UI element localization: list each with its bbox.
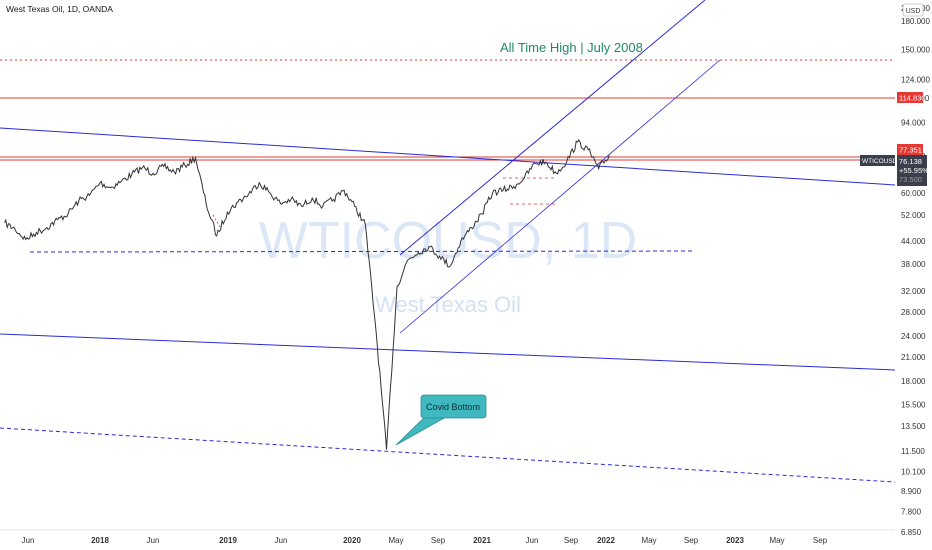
svg-text:114.830: 114.830 — [899, 94, 926, 103]
x-tick-label: 2021 — [473, 536, 491, 545]
y-tick-label: 13.500 — [901, 422, 926, 431]
y-tick-label: 32.000 — [901, 287, 926, 296]
price-series-line[interactable] — [4, 139, 610, 450]
y-tick-label: 124.000 — [901, 75, 930, 84]
svg-text:77.351: 77.351 — [899, 146, 922, 155]
x-tick-label: 2023 — [726, 536, 744, 545]
y-tick-label: 15.500 — [901, 400, 926, 409]
y-tick-label: 24.000 — [901, 332, 926, 341]
svg-text:WTICOUSD: WTICOUSD — [862, 158, 898, 165]
y-tick-label: 180.000 — [901, 17, 930, 26]
y-tick-label: 28.000 — [901, 308, 926, 317]
y-tick-label: 6.850 — [901, 528, 922, 537]
price-axis[interactable]: 215.000180.000150.000124.000110.00094.00… — [901, 4, 930, 537]
x-tick-label: Sep — [564, 536, 579, 545]
x-tick-label: 2020 — [343, 536, 361, 545]
covid-callout[interactable]: Covid Bottom — [395, 394, 487, 446]
support-dashed-line[interactable] — [29, 250, 694, 253]
x-tick-label: 2019 — [219, 536, 237, 545]
x-tick-label: May — [769, 536, 784, 545]
y-tick-label: 10.100 — [901, 467, 926, 476]
channel-lower-line[interactable] — [399, 59, 721, 334]
x-tick-label: Sep — [813, 536, 828, 545]
y-tick-label: 21.000 — [901, 353, 926, 362]
x-tick-label: Jun — [22, 536, 35, 545]
price-change: +55.95% — [899, 166, 929, 175]
ath-annotation[interactable]: All Time High | July 2008 — [500, 40, 643, 55]
covid-callout-label: Covid Bottom — [426, 402, 480, 412]
x-tick-label: Jun — [147, 536, 160, 545]
hidden-price: 73.500 — [899, 175, 922, 184]
last-price: 76.138 — [899, 157, 922, 166]
y-tick-label: 150.000 — [901, 46, 930, 55]
currency-badge[interactable]: USD — [902, 3, 924, 17]
price-tag-symbol: WTICOUSD — [860, 155, 898, 166]
time-axis[interactable]: Jun 2018 Jun 2019 Jun 2020 May Sep 2021 Jun Sep 202… — [22, 536, 828, 545]
x-tick-label: May — [641, 536, 656, 545]
x-tick-label: 2022 — [597, 536, 615, 545]
watermark-symbol: WTICOUSD, 1D — [259, 212, 637, 270]
currency-label: USD — [906, 8, 921, 15]
y-tick-label: 18.000 — [901, 377, 926, 386]
price-tag-114: 114.830 — [897, 92, 926, 103]
descending-trend-lower-dashed[interactable] — [0, 427, 896, 483]
price-tag-last: 76.138 +55.95% 73.500 — [897, 155, 929, 186]
x-tick-label: Sep — [684, 536, 699, 545]
x-tick-label: 2018 — [91, 536, 109, 545]
watermark-name: West Texas Oil — [375, 292, 521, 317]
descending-trend-middle[interactable] — [0, 333, 896, 371]
y-tick-label: 38.000 — [901, 260, 926, 269]
x-tick-label: Jun — [275, 536, 288, 545]
y-tick-label: 44.000 — [901, 237, 926, 246]
y-tick-label: 8.900 — [901, 487, 922, 496]
y-tick-label: 52.000 — [901, 211, 926, 220]
price-tag-77: 77.351 — [897, 144, 923, 155]
x-tick-label: May — [388, 536, 403, 545]
y-tick-label: 94.000 — [901, 119, 926, 128]
descending-trend-upper[interactable] — [0, 127, 896, 186]
y-tick-label: 11.500 — [901, 447, 925, 456]
x-tick-label: Jun — [526, 536, 539, 545]
chart-title: West Texas Oil, 1D, OANDA — [6, 4, 113, 14]
channel-upper-line[interactable] — [399, 0, 706, 256]
y-tick-label: 7.800 — [901, 508, 922, 517]
y-tick-label: 60.000 — [901, 189, 926, 198]
x-tick-label: Sep — [431, 536, 446, 545]
